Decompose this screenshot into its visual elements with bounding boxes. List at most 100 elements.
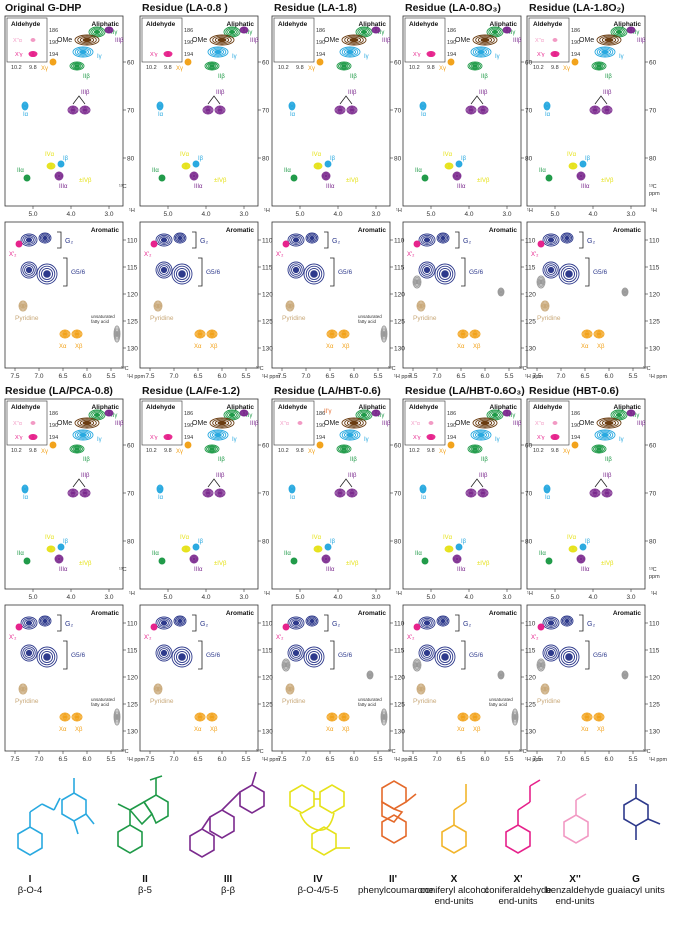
ufa-label: unsaturated (358, 314, 382, 319)
aliphatic-spectrum: Aldehyde Aliphatic 186 190 194 10.2 9.8 X'γ X''α… (402, 398, 533, 609)
inset-y-tick: 190 (316, 423, 325, 429)
peak-IIIg3 (601, 488, 613, 498)
x-tick-label: 7.0 (169, 373, 178, 380)
peak-label: Xγ (176, 449, 183, 455)
y-tick-label: 115 (525, 648, 536, 655)
peak-IIIg (626, 409, 636, 417)
peak-IIg (486, 26, 504, 38)
peak-IIIg (371, 26, 381, 34)
y-tick-label: 80 (127, 539, 135, 546)
inset-y-tick: 194 (49, 52, 58, 58)
peak-Ib (192, 160, 200, 168)
aromatic-spectrum: Aromatic 110 115 120 125 130 ¹³C 7.5 7.0 6.5 6.0 5.… (139, 221, 280, 389)
aldehyde-inset (528, 400, 570, 446)
y-tick-label: 70 (649, 108, 657, 115)
aldehyde-inset (273, 400, 315, 446)
peak-IIg (88, 26, 106, 38)
bracket (585, 257, 590, 287)
peak-IIb (591, 444, 607, 454)
peak-label: IIIβ (479, 90, 488, 96)
peak-label: Xγ (41, 449, 48, 455)
peak-Xg (571, 441, 579, 449)
peak-label: G5/6 (593, 652, 607, 659)
x-tick-label: 7.5 (10, 373, 19, 380)
bracket (72, 95, 86, 105)
aliphatic-spectrum: Aldehyde Aliphatic 186 190 194 10.2 9.8 X'γ X''α… (4, 398, 135, 609)
x-unit: ¹H ppm (394, 757, 412, 763)
peak-G5 (542, 644, 560, 662)
peak-label: OMe (57, 420, 72, 427)
x-tick-label: 6.0 (217, 373, 226, 380)
peak-label: IIβ (605, 74, 612, 80)
legend-roman: G (632, 874, 640, 885)
x-tick-label: 7.5 (277, 373, 286, 380)
x-tick-label: 7.0 (432, 756, 441, 763)
peak-label: Pyridine (15, 315, 39, 322)
peak-Ib (455, 160, 463, 168)
peak-label: Xα (457, 344, 465, 350)
x-tick-label: 5.5 (373, 756, 382, 763)
y-unit: ¹³C (643, 366, 651, 372)
peak-IIg (355, 409, 373, 421)
peak-label: Xα (59, 344, 67, 350)
y-tick-label: 110 (649, 621, 660, 628)
peak-label: IIIβ (603, 90, 612, 96)
x-unit: ¹H ppm (127, 757, 145, 763)
x-tick-label: 5.0 (550, 211, 559, 218)
x-tick-label: 7.0 (34, 756, 43, 763)
inset-y-tick: 194 (447, 435, 456, 441)
x-tick-label: 6.0 (349, 756, 358, 763)
peak-label: ±IVβ (346, 561, 359, 567)
peak-label: G₂ (463, 621, 471, 628)
y-tick-label: 125 (127, 702, 138, 709)
bracket (470, 478, 484, 488)
peak-label: IIIβ (348, 473, 357, 479)
peak-IIb (467, 61, 483, 71)
plot-frame (4, 398, 124, 590)
peak-label: Iγ (495, 437, 500, 443)
peak-Xa (194, 712, 206, 722)
inset-peak (163, 50, 173, 58)
peak-G2a (20, 233, 38, 247)
aliphatic-spectrum: Aldehyde Aliphatic 186 190 194 10.2 9.8 X'γ X''α… (526, 15, 660, 226)
x-tick-label: 6.5 (580, 756, 589, 763)
y-tick-label: 60 (649, 443, 657, 450)
ufa-label: unsaturated (91, 697, 115, 702)
peak-label: Xα (581, 727, 589, 733)
peak-Xp2 (15, 240, 23, 248)
y-tick-label: 60 (262, 443, 270, 450)
peak-label: IIIα (581, 184, 590, 190)
legend-item: IV β-O-4/5-5 (283, 874, 353, 896)
peak-label: X''α (535, 38, 545, 44)
peak-Xp2 (413, 240, 421, 248)
peak-pyridine (285, 683, 295, 695)
section-label: Aliphatic (490, 21, 518, 28)
aromatic-spectrum: Aromatic 110 115 120 125 130 ¹³C 7.5 7.0 6.5 6.0 5.… (139, 604, 280, 772)
peak-label: IIIβ (250, 38, 259, 44)
peak-IVa (568, 162, 578, 170)
ufa-label: fatty acid (91, 702, 110, 707)
peak-OMe (341, 417, 367, 429)
peak-label: G5/6 (469, 652, 483, 659)
peak-IIg (88, 409, 106, 421)
x-unit: ¹H ppm (262, 374, 280, 380)
x-tick-label: 5.5 (106, 373, 115, 380)
peak-label: Iγ (232, 437, 237, 443)
peak-label: Iγ (364, 54, 369, 60)
section-label: Aliphatic (490, 404, 518, 411)
peak-label: X'₂ (407, 635, 415, 641)
peak-label: Iβ (63, 539, 69, 545)
ufa-label: unsaturated (91, 314, 115, 319)
panel-title: Residue (LA-0.8O₃) (405, 2, 501, 14)
aromatic-spectrum: Aromatic 110 115 120 125 130 ¹³C 7.5 7.0 6.5 6.0 5.… (4, 604, 145, 772)
x-tick-label: 5.5 (241, 756, 250, 763)
y-tick-label: 120 (649, 292, 660, 299)
peak-label: OMe (579, 37, 594, 44)
y-unit: ¹³C (388, 366, 396, 372)
aliphatic-spectrum: Aldehyde Aliphatic 186 190 194 10.2 9.8 X'γ 60 70… (402, 15, 533, 226)
y-tick-label: 130 (262, 346, 273, 353)
y-tick-label: 120 (262, 675, 273, 682)
peak-label: IIIα (457, 184, 466, 190)
